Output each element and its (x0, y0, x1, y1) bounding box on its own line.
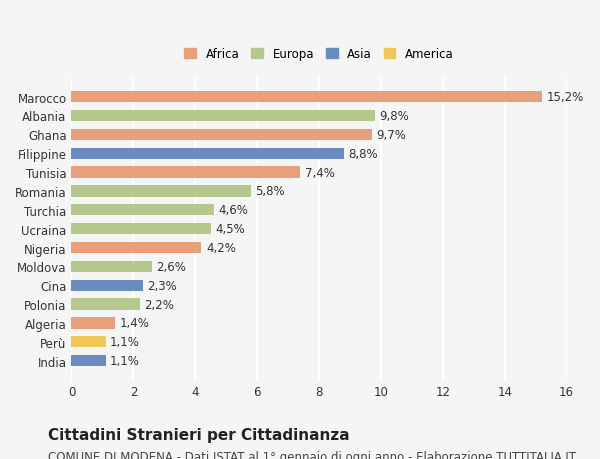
Bar (71, 318, 115, 329)
Bar (71, 261, 152, 273)
Text: 1,1%: 1,1% (110, 354, 140, 367)
Bar (71, 129, 371, 140)
Bar (71, 205, 214, 216)
Bar (71, 167, 301, 178)
Bar (71, 280, 143, 291)
Bar (71, 242, 202, 254)
Text: 5,8%: 5,8% (256, 185, 285, 198)
Text: 7,4%: 7,4% (305, 166, 335, 179)
Text: Cittadini Stranieri per Cittadinanza: Cittadini Stranieri per Cittadinanza (48, 427, 350, 442)
Bar (71, 355, 106, 367)
Text: 2,2%: 2,2% (144, 298, 174, 311)
Text: 1,4%: 1,4% (119, 317, 149, 330)
Text: 15,2%: 15,2% (547, 91, 584, 104)
Text: 8,8%: 8,8% (349, 147, 378, 160)
Text: 4,6%: 4,6% (218, 204, 248, 217)
Text: 9,7%: 9,7% (376, 129, 406, 141)
Bar (71, 186, 251, 197)
Bar (71, 224, 211, 235)
Bar (71, 111, 375, 122)
Text: 2,3%: 2,3% (148, 279, 177, 292)
Bar (71, 92, 542, 103)
Bar (71, 148, 344, 159)
Bar (71, 336, 106, 348)
Text: 2,6%: 2,6% (157, 260, 187, 273)
Bar (71, 299, 140, 310)
Text: 1,1%: 1,1% (110, 336, 140, 348)
Text: 4,2%: 4,2% (206, 241, 236, 254)
Text: COMUNE DI MODENA - Dati ISTAT al 1° gennaio di ogni anno - Elaborazione TUTTITAL: COMUNE DI MODENA - Dati ISTAT al 1° genn… (48, 450, 576, 459)
Legend: Africa, Europa, Asia, America: Africa, Europa, Asia, America (181, 45, 457, 65)
Text: 4,5%: 4,5% (215, 223, 245, 235)
Text: 9,8%: 9,8% (379, 110, 409, 123)
